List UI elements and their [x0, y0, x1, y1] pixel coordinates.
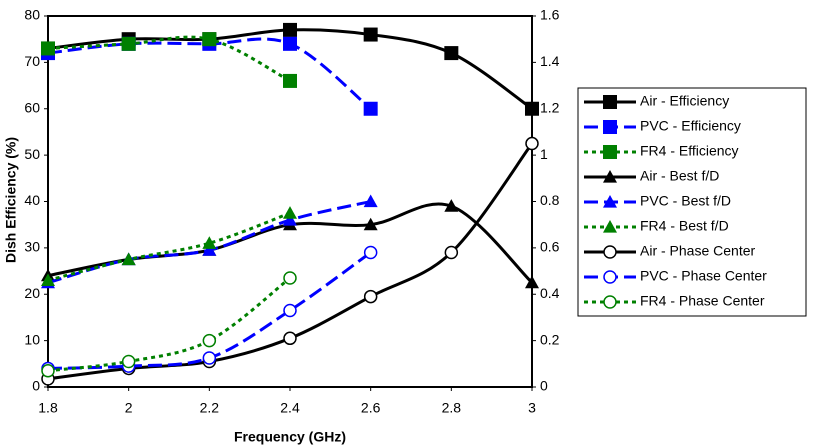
data-point [444, 199, 459, 212]
x-tick-label: 2.8 [442, 400, 462, 416]
legend-label: Air - Best f/D [640, 168, 719, 184]
legend-label: Air - Phase Center [640, 243, 755, 259]
data-point [525, 101, 539, 116]
y-tick-label: 0 [32, 378, 40, 394]
y-tick-label: 40 [24, 192, 40, 208]
y2-tick-label: 1.6 [540, 7, 560, 23]
legend-label: FR4 - Efficiency [640, 143, 739, 159]
legend-marker [603, 95, 617, 109]
legend-marker [603, 170, 617, 183]
data-point [363, 27, 378, 42]
data-point [363, 194, 378, 208]
legend-marker [603, 220, 617, 233]
legend-label: PVC - Efficiency [640, 118, 741, 134]
data-point [121, 354, 136, 369]
legend-label: FR4 - Phase Center [640, 293, 765, 309]
x-tick-label: 3 [528, 400, 536, 416]
data-point [525, 136, 539, 151]
x-axis-title: Frequency (GHz) [234, 429, 346, 445]
data-point [202, 243, 217, 256]
data-point [202, 236, 217, 249]
y-tick-label: 30 [24, 239, 40, 255]
legend-marker [603, 245, 617, 259]
x-tick-label: 1.8 [38, 400, 58, 416]
legend-marker [603, 295, 617, 309]
data-point [41, 273, 55, 286]
data-point [283, 22, 297, 37]
data-point [121, 252, 136, 266]
data-point [202, 333, 217, 348]
data-point [444, 245, 459, 260]
data-point [283, 36, 297, 51]
data-point [283, 271, 297, 285]
x-tick-label: 2.2 [200, 400, 220, 416]
y-tick-label: 80 [24, 7, 40, 23]
data-point [41, 41, 55, 56]
y2-tick-label: 0.6 [540, 239, 560, 255]
plot-frame [47, 15, 533, 388]
y2-tick-label: 1.4 [540, 53, 560, 69]
y2-tick-label: 0.8 [540, 192, 560, 208]
x-tick-label: 2.4 [280, 400, 300, 416]
data-point [525, 275, 539, 289]
y-axis-title: Dish Efficiency (%) [3, 137, 19, 263]
data-point [202, 32, 217, 47]
data-point [363, 289, 378, 304]
y2-tick-label: 0 [540, 378, 548, 394]
y2-tick-label: 1 [540, 146, 548, 162]
data-point [444, 46, 459, 61]
data-point [283, 73, 297, 88]
y-tick-label: 20 [24, 285, 40, 301]
legend-label: FR4 - Best f/D [640, 218, 729, 234]
legend-label: PVC - Best f/D [640, 193, 731, 209]
data-point [283, 331, 297, 346]
y-tick-label: 10 [24, 331, 40, 347]
data-point [283, 206, 297, 219]
series-line [47, 276, 291, 373]
data-point [283, 303, 297, 318]
y-tick-label: 50 [24, 146, 40, 162]
legend-marker [603, 145, 617, 159]
data-point [283, 213, 297, 226]
data-point [202, 351, 217, 365]
data-point [41, 364, 55, 378]
y2-tick-label: 0.2 [540, 331, 560, 347]
y2-tick-label: 1.2 [540, 99, 560, 115]
legend-marker [603, 195, 617, 208]
x-tick-label: 2 [125, 400, 133, 416]
y-tick-label: 60 [24, 99, 40, 115]
y-tick-label: 70 [24, 53, 40, 69]
legend-label: PVC - Phase Center [640, 268, 767, 284]
legend-label: Air - Efficiency [640, 93, 729, 109]
data-point [363, 217, 378, 231]
data-point [363, 245, 378, 260]
y2-tick-label: 0.4 [540, 285, 560, 301]
legend-marker [603, 120, 617, 134]
legend-marker [603, 270, 617, 284]
data-point [363, 101, 378, 116]
x-tick-label: 2.6 [361, 400, 381, 416]
data-point [121, 36, 136, 51]
